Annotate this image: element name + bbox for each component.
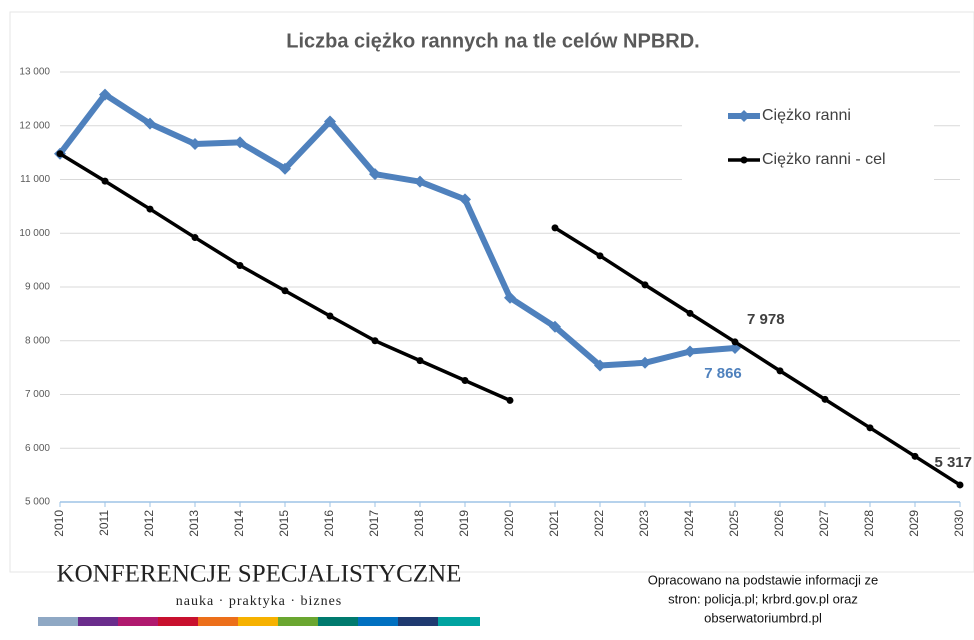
marker [236,262,244,269]
y-tick-label: 9 000 [25,282,50,293]
marker [594,359,606,372]
x-tick-label: 2026 [772,510,786,537]
x-tick-label: 2011 [97,510,111,536]
marker [911,452,919,460]
x-tick-label: 2027 [817,510,831,537]
marker [191,234,199,242]
marker [101,177,109,185]
marker [639,356,651,369]
x-tick-label: 2028 [862,510,876,537]
y-tick-label: 12 000 [19,120,50,131]
marker [459,193,471,206]
marker [416,357,424,365]
marker [144,117,156,130]
color-strip [38,617,480,626]
marker [324,115,336,128]
x-tick-label: 2016 [322,510,336,537]
marker [506,396,514,404]
x-tick-label: 2012 [142,510,156,537]
legend-box [682,94,934,180]
marker [369,168,381,181]
marker [234,136,246,149]
marker [686,309,694,317]
marker [371,337,379,345]
marker [414,175,426,188]
x-tick-label: 2010 [52,510,66,537]
x-tick-label: 2017 [367,510,381,537]
legend-marker [740,156,748,164]
marker [684,345,696,358]
marker [641,281,649,289]
y-tick-label: 8 000 [25,335,50,346]
brand: KONFERENCJE SPECJALISTYCZNE [57,561,462,588]
source-line: Opracowano na podstawie informacji ze [648,572,879,587]
marker [281,287,289,295]
marker [596,252,604,260]
x-tick-label: 2013 [187,510,201,537]
source-line: obserwatoriumbrd.pl [704,610,822,625]
marker [866,424,874,432]
x-tick-label: 2024 [682,510,696,537]
marker [776,367,784,375]
y-tick-label: 6 000 [25,443,50,454]
x-tick-label: 2029 [907,510,921,537]
marker [56,150,64,158]
x-tick-label: 2021 [547,510,561,537]
y-tick-label: 7 000 [25,389,50,400]
marker [279,162,291,175]
x-tick-label: 2014 [232,510,246,537]
x-tick-label: 2023 [637,510,651,537]
data-label: 5 317 [934,454,972,471]
marker [504,291,516,304]
marker [326,312,334,320]
y-tick-label: 11 000 [20,174,50,185]
marker [956,481,964,489]
data-label: 7 866 [704,365,742,382]
x-tick-label: 2020 [502,510,516,537]
marker [731,338,739,346]
x-tick-label: 2022 [592,510,606,537]
chart-title: Liczba ciężko rannych na tle celów NPBRD… [286,30,699,52]
x-tick-label: 2018 [412,510,426,537]
tagline: nauka · praktyka · biznes [176,594,343,609]
marker [189,138,201,151]
data-label: 7 978 [747,311,785,328]
marker [821,395,829,403]
y-tick-label: 5 000 [25,497,50,508]
y-tick-label: 10 000 [19,228,50,239]
source-line: stron: policja.pl; krbrd.gov.pl oraz [668,591,858,606]
y-tick-label: 13 000 [19,67,50,78]
legend-marker [738,110,750,122]
series-line [57,91,736,369]
x-tick-label: 2019 [457,510,471,537]
marker [551,224,559,232]
x-tick-label: 2025 [727,510,741,537]
marker [549,320,561,333]
marker [146,205,154,213]
series-line [554,226,961,487]
legend-label: Ciężko ranni [762,107,851,124]
x-tick-label: 2030 [952,510,966,537]
x-tick-label: 2015 [277,510,291,537]
marker [461,377,469,385]
marker [99,88,111,101]
legend-label: Ciężko ranni - cel [762,151,886,168]
